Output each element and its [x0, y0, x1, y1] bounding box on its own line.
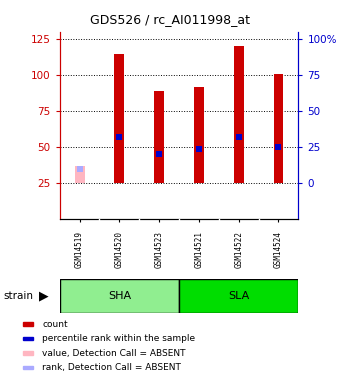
Bar — [194, 87, 204, 183]
Bar — [234, 46, 244, 183]
Bar — [24, 366, 33, 369]
Text: GSM14523: GSM14523 — [154, 231, 164, 268]
Text: SHA: SHA — [108, 291, 131, 301]
Bar — [24, 337, 33, 340]
Bar — [273, 74, 283, 183]
Text: count: count — [42, 320, 68, 328]
Text: GDS526 / rc_AI011998_at: GDS526 / rc_AI011998_at — [90, 13, 251, 26]
Bar — [114, 54, 124, 183]
Text: rank, Detection Call = ABSENT: rank, Detection Call = ABSENT — [42, 363, 181, 372]
Text: GSM14520: GSM14520 — [115, 231, 124, 268]
Text: GSM14519: GSM14519 — [75, 231, 84, 268]
Text: GSM14524: GSM14524 — [274, 231, 283, 268]
Bar — [24, 351, 33, 355]
Text: percentile rank within the sample: percentile rank within the sample — [42, 334, 195, 343]
FancyBboxPatch shape — [179, 279, 298, 313]
Text: SLA: SLA — [228, 291, 249, 301]
Text: value, Detection Call = ABSENT: value, Detection Call = ABSENT — [42, 349, 186, 358]
Bar — [75, 166, 85, 183]
FancyBboxPatch shape — [60, 279, 179, 313]
Text: GSM14522: GSM14522 — [234, 231, 243, 268]
Text: GSM14521: GSM14521 — [194, 231, 204, 268]
Text: strain: strain — [3, 291, 33, 301]
Bar — [154, 91, 164, 183]
Bar — [24, 322, 33, 326]
Text: ▶: ▶ — [39, 290, 49, 303]
